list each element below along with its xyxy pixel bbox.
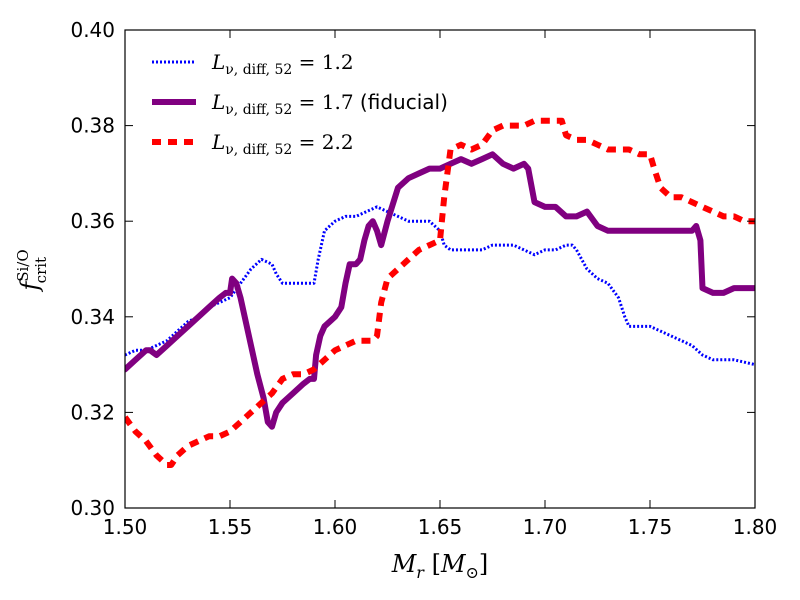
- x-tick-label: 1.70: [523, 515, 568, 539]
- x-tick-label: 1.60: [313, 515, 358, 539]
- x-axis-label: Mr [M⊙]: [391, 550, 489, 582]
- y-tick-label: 0.38: [70, 114, 115, 138]
- legend-label-3: Lν, diff, 52 = 2.2: [211, 130, 354, 158]
- y-tick-label: 0.30: [70, 496, 115, 520]
- ticks-layer: 1.50 1.55 1.60 1.65 1.70 1.75 1.80 0.30 0.32 0.34…: [70, 18, 777, 539]
- legend: Lν, diff, 52 = 1.2 Lν, diff, 52 = 1.7 (fi…: [152, 50, 448, 158]
- y-axis-label: fSi/Ocrit: [14, 249, 50, 292]
- y-tick-label: 0.34: [70, 305, 115, 329]
- plot-background: [125, 30, 755, 508]
- x-tick-label: 1.65: [418, 515, 463, 539]
- legend-label-2: Lν, diff, 52 = 1.7 (fiducial): [211, 90, 448, 118]
- series-layer: [125, 117, 755, 468]
- legend-label-1: Lν, diff, 52 = 1.2: [211, 50, 354, 78]
- y-tick-label: 0.36: [70, 209, 115, 233]
- x-tick-label: 1.55: [208, 515, 253, 539]
- x-tick-label: 1.75: [628, 515, 673, 539]
- series-line-2: [125, 151, 755, 430]
- y-tick-label: 0.40: [70, 18, 115, 42]
- x-tick-label: 1.50: [103, 515, 148, 539]
- series-line-1: [125, 205, 755, 367]
- y-tick-label: 0.32: [70, 400, 115, 424]
- x-tick-label: 1.80: [733, 515, 778, 539]
